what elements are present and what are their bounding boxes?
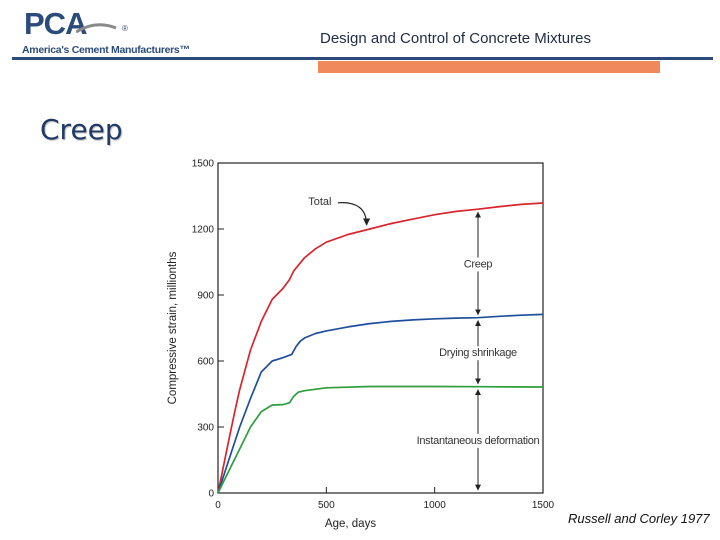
- annotation-label-1: Total: [308, 196, 331, 208]
- header-accent-bar: [318, 61, 660, 73]
- x-tick-label: 1000: [424, 500, 447, 511]
- y-tick-label: 600: [197, 357, 214, 368]
- plot-frame: [217, 162, 544, 494]
- x-axis-label: Age, days: [325, 518, 376, 530]
- series-line-2: [217, 313, 544, 494]
- y-tick-label: 1500: [192, 159, 215, 170]
- y-axis-label: Compressive strain, millionths: [167, 251, 179, 404]
- header-divider: [12, 57, 713, 60]
- pca-logo: PCA ® America's Cement Manufacturers™: [22, 6, 192, 58]
- annotation-arrow-1: [337, 202, 371, 226]
- creep-chart: 0 300 600 900 1200 1500 0 500 1000 1500 Age, days C…: [167, 159, 555, 531]
- annotation-label-3: Drying shrinkage: [439, 347, 517, 359]
- annotation-label-2: Creep: [464, 258, 493, 270]
- logo-mark: PCA: [24, 6, 87, 41]
- annotation-label-bg-2: [461, 257, 495, 272]
- series-line-1: [217, 202, 544, 494]
- logo-swoosh-icon: [76, 23, 117, 34]
- x-tick-label: 1500: [532, 500, 555, 511]
- annotation-label-4: Instantaneous deformation: [417, 435, 540, 447]
- logo-registered-mark: ®: [122, 24, 128, 33]
- x-tick-label: 0: [215, 500, 221, 511]
- slide-title: Creep: [40, 113, 123, 146]
- y-tick-label: 900: [197, 291, 214, 302]
- annotation-label-bg-4: [414, 433, 542, 448]
- source-credit: Russell and Corley 1977: [568, 511, 710, 526]
- header-title: Design and Control of Concrete Mixtures: [320, 30, 591, 47]
- y-tick-label: 0: [208, 489, 214, 500]
- logo-tagline: America's Cement Manufacturers™: [22, 44, 190, 56]
- annotation-label-bg-3: [437, 346, 520, 361]
- y-tick-label: 300: [197, 423, 214, 434]
- y-tick-label: 1200: [192, 225, 215, 236]
- series-line-3: [217, 385, 544, 494]
- x-tick-label: 500: [318, 500, 335, 511]
